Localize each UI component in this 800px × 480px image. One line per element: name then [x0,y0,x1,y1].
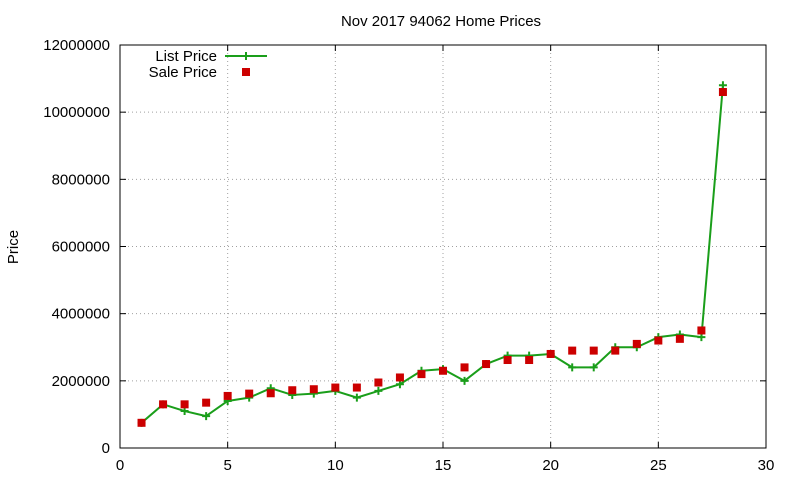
x-tick-label: 0 [116,457,124,474]
sale-price-point [223,391,232,400]
sale-price-point [331,383,340,392]
legend-marker-sale-price [242,68,250,76]
sale-price-point [159,400,168,409]
series [137,81,727,427]
list-price-point [589,363,598,372]
sale-price-point [718,88,727,97]
series-list-price [137,81,727,427]
sale-price-point [525,356,534,365]
sale-price-point [675,334,684,343]
y-tick-label: 12000000 [43,37,110,54]
chart-title: Nov 2017 94062 Home Prices [341,13,541,30]
list-price-point [568,363,577,372]
x-tick-label: 15 [435,457,452,474]
sale-price-point [137,418,146,427]
list-price-point [697,333,706,342]
sale-price-point [654,336,663,345]
sale-price-point [288,386,297,395]
y-tick-label: 10000000 [43,104,110,121]
sale-price-point [460,363,469,372]
list-price-point [180,407,189,416]
list-price-point [352,393,361,402]
x-tick-label: 30 [758,457,775,474]
y-tick-label: 0 [102,440,110,457]
sale-price-point [632,339,641,348]
sale-price-point [395,373,404,382]
y-tick-label: 4000000 [52,306,110,323]
sale-price-point [546,349,555,358]
legend-label-sale-price: Sale Price [149,64,217,81]
sale-price-point [309,385,318,394]
sale-price-point [266,389,275,398]
sale-price-point [245,389,254,398]
legend-marker-list-price [242,52,250,60]
sale-price-point [589,346,598,355]
y-tick-label: 8000000 [52,171,110,188]
list-price-point [460,376,469,385]
x-tick-label: 25 [650,457,667,474]
sale-price-point [568,346,577,355]
sale-price-point [439,366,447,375]
x-tick-label: 10 [327,457,344,474]
y-tick-label: 6000000 [52,239,110,256]
y-axis-label: Price [5,230,22,264]
legend-label-list-price: List Price [155,48,217,65]
ticks: 0 5 10 15 20 25 30 0 2000000 4000000 6000000 800000… [43,37,774,474]
list-price-point [374,386,383,395]
sale-price-point [374,378,383,387]
x-tick-label: 20 [542,457,559,474]
list-price-point [395,380,404,389]
x-tick-label: 5 [223,457,231,474]
list-price-point [718,81,727,90]
grid [120,45,766,448]
sale-price-point [202,398,211,407]
series-sale-price [137,88,727,427]
list-price-line [140,85,724,424]
sale-price-point [503,356,512,365]
y-tick-label: 2000000 [52,373,110,390]
sale-price-point [417,370,426,379]
sale-price-point [482,360,491,369]
sale-price-point [352,383,361,392]
sale-price-point [180,400,189,409]
list-price-point [202,412,211,421]
sale-price-point [697,326,706,335]
sale-price-point [611,346,620,355]
